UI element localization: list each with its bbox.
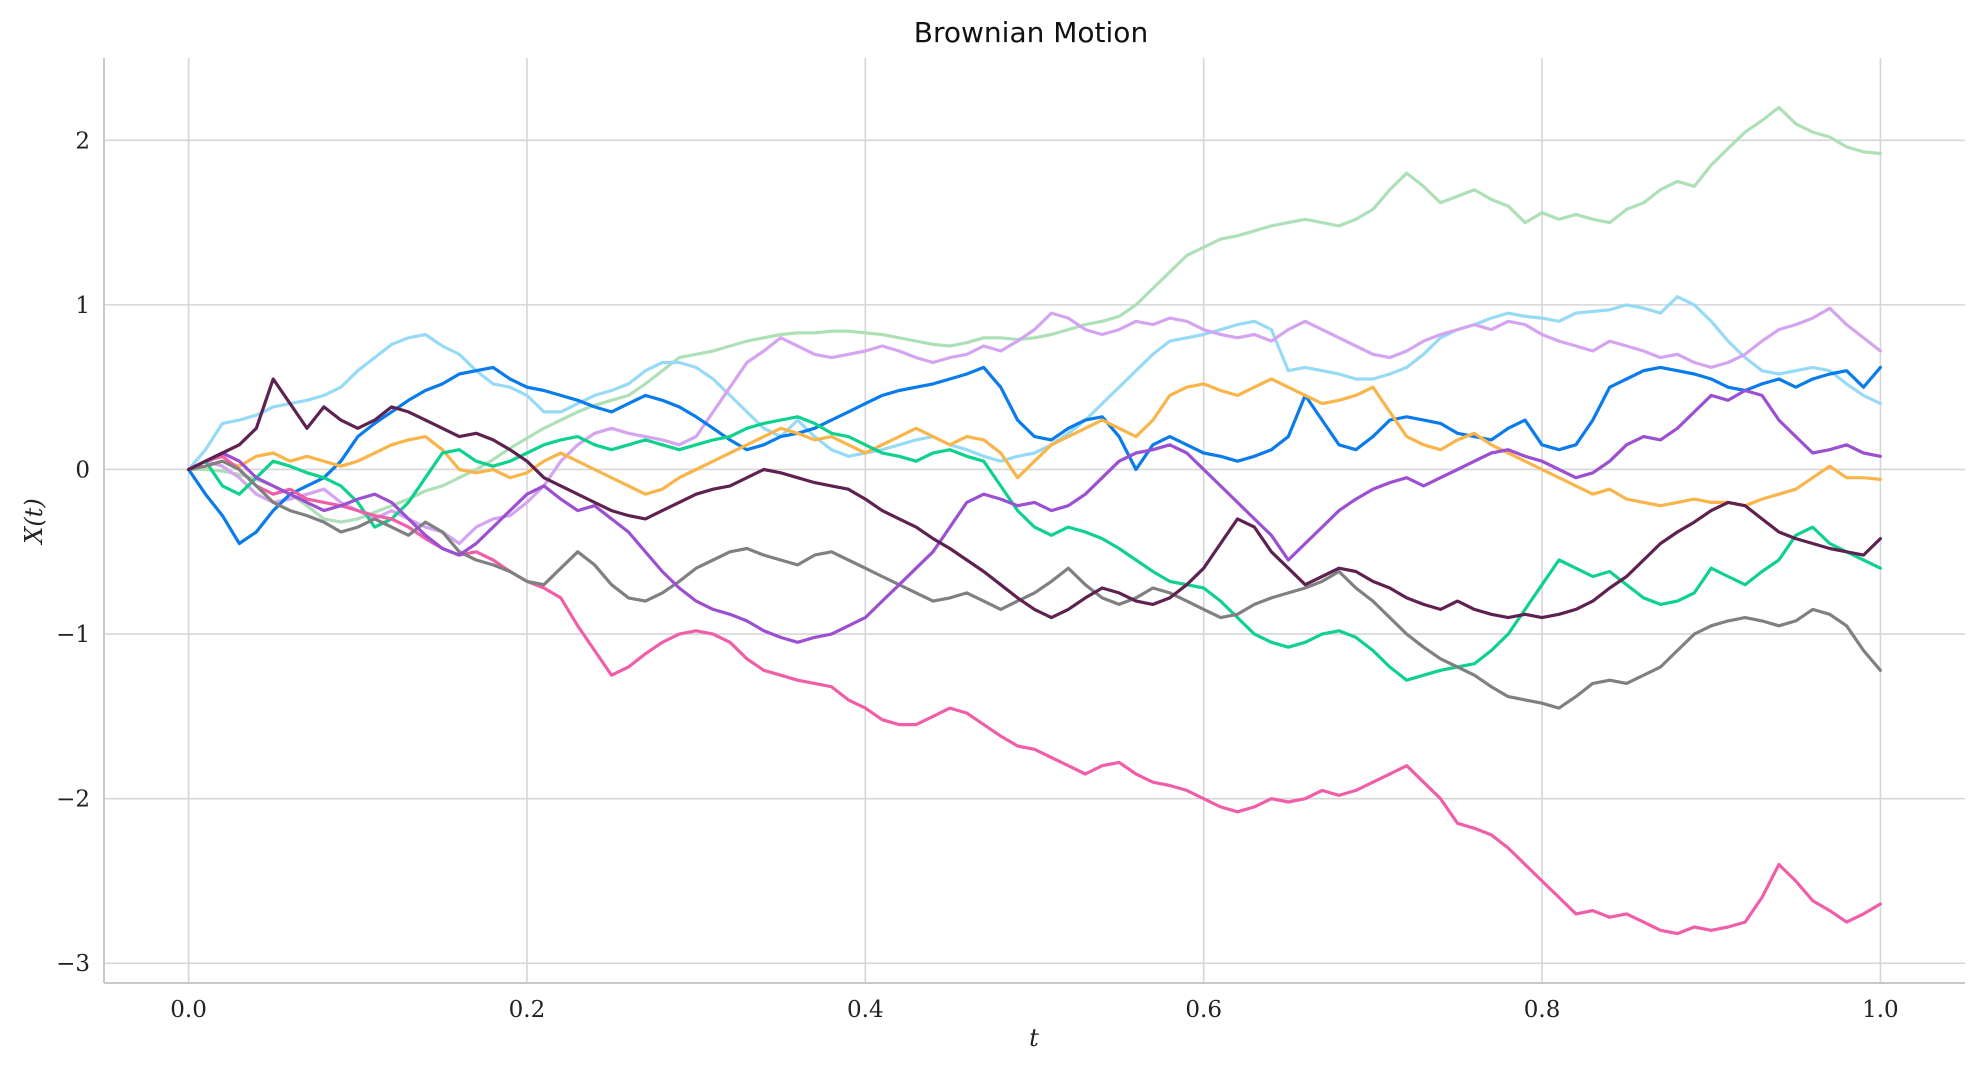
x-tick-label: 0.8 — [1524, 997, 1561, 1023]
series-layer — [187, 105, 1883, 936]
series-line-2 — [187, 295, 1883, 472]
x-tick-label: 0.6 — [1185, 997, 1222, 1023]
series-line-6 — [187, 415, 1883, 682]
x-tick-label: 0.2 — [509, 997, 546, 1023]
series-line-10 — [187, 377, 1883, 620]
x-axis-label: t — [1029, 1024, 1039, 1052]
y-tick-label: 1 — [75, 293, 90, 319]
series-line-5 — [187, 377, 1883, 508]
series-line-4 — [187, 365, 1883, 546]
y-tick-label: −3 — [56, 951, 90, 977]
series-line-7 — [187, 454, 1883, 936]
chart-title: Brownian Motion — [914, 16, 1148, 49]
y-tick-label: −1 — [56, 622, 90, 648]
series-line-3 — [187, 306, 1883, 546]
y-axis-label: X(t) — [20, 498, 48, 545]
series-line-9 — [187, 388, 1883, 644]
x-tick-label: 0.4 — [847, 997, 884, 1023]
series-line-8 — [187, 459, 1883, 710]
y-tick-label: −2 — [56, 787, 90, 813]
y-tick-label: 2 — [75, 128, 90, 154]
x-tick-label: 1.0 — [1862, 997, 1899, 1023]
y-tick-label: 0 — [75, 457, 90, 483]
grid — [104, 58, 1965, 983]
axes: 0.0 0.2 0.4 0.6 0.8 1.0 −3 −2 −1 0 1 2 — [56, 58, 1965, 1023]
x-tick-label: 0.0 — [170, 997, 207, 1023]
